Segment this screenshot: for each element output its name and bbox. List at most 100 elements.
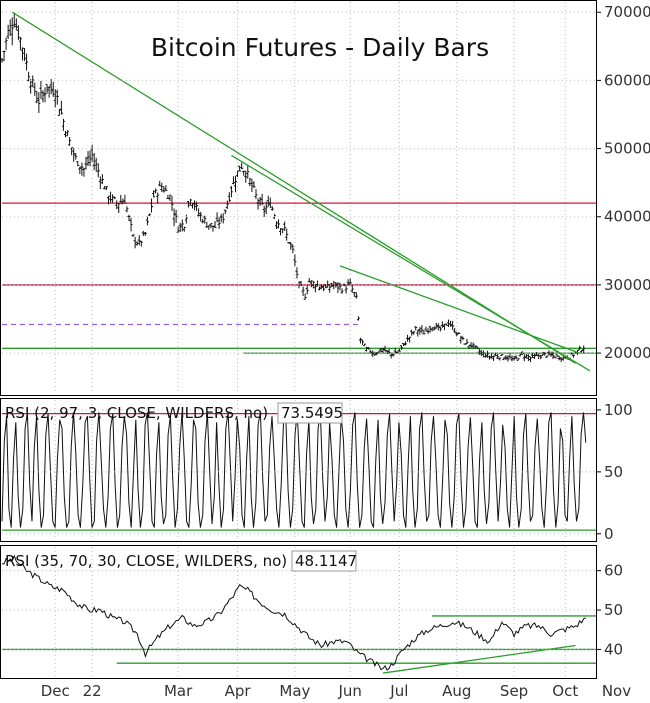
price-bar [86,151,90,166]
price-horizontal-lines [2,202,596,354]
price-bar [492,355,496,361]
price-bar [506,355,510,362]
price-bar [209,222,213,229]
price-bar [166,194,170,199]
price-bar [12,13,16,28]
price-bar [559,357,563,362]
price-bar [381,347,385,354]
price-bar [258,196,262,206]
price-bar [383,345,387,352]
price-bar [207,224,211,230]
price-bar [256,198,260,210]
price-bar [524,353,528,359]
rsi-short-value: 73.5495 [281,404,343,422]
price-bar [115,200,119,210]
x-tick-label: Mar [164,682,193,700]
price-bar [111,194,115,203]
price-bar [379,348,383,353]
price-bar [313,284,317,293]
price-bar [260,193,264,206]
price-bar [84,156,88,170]
y-tick-label: 60000 [604,71,650,89]
x-tick-label: Dec [41,682,70,700]
price-bar [78,166,82,174]
price-bar [29,78,33,94]
price-bar [528,356,532,363]
price-bar [483,353,487,358]
price-bar [68,136,72,146]
price-bar [387,348,391,354]
price-bar [39,81,43,99]
price-bar [197,208,201,218]
rsi-short-value-box [277,402,343,424]
x-tick-label: Nov [602,682,631,700]
price-bar [123,194,127,204]
price-bar [543,352,547,356]
price-bar [45,84,49,94]
price-bar [285,228,289,241]
price-bar [74,153,78,160]
price-bar [555,354,559,358]
price-bar [303,293,307,300]
price-bar [320,284,324,290]
price-bar [63,130,67,138]
price-bar [293,254,297,266]
price-bar [412,331,416,335]
price-bar [147,213,151,216]
price-bar [461,336,465,341]
price-bars [0,13,586,363]
price-bar [55,89,59,105]
price-panel-frame [0,0,597,396]
price-bar [188,198,192,206]
price-bar [449,320,453,327]
price-bar [291,244,295,254]
price-bar [436,323,440,331]
price-bar [154,188,158,194]
price-bar [578,345,582,350]
price-bar [129,217,133,232]
y-tick-label: 40000 [604,208,650,226]
price-trendlines [11,11,591,372]
price-bar [582,345,586,353]
price-bar [406,334,410,342]
price-bar [229,185,233,198]
price-bar [533,353,537,359]
price-bar [516,358,520,361]
price-bar [408,336,412,343]
price-bar [410,329,414,336]
price-bar [289,242,293,250]
price-bar [356,316,360,321]
price-bar [234,175,238,193]
y-tick-label: 30000 [604,276,650,294]
price-bar [451,320,455,330]
price-bar [117,203,121,214]
price-bar [418,327,422,335]
price-bar [336,282,340,293]
price-bar [174,209,178,223]
price-bar [334,282,338,288]
price-bar [358,337,362,344]
price-bar [37,92,41,113]
price-bar [391,354,395,357]
price-bar [422,329,426,335]
price-bar [328,284,332,293]
price-bar [264,201,268,215]
price-bar [201,218,205,224]
price-bar [455,331,459,337]
price-bar [420,325,424,334]
rsi-short-label: RSI (2, 97, 3, CLOSE, WILDERS, no) [5,404,268,422]
price-bar [20,47,24,61]
price-bar [10,17,14,46]
price-bar [217,217,221,229]
price-bar [283,221,287,231]
price-bar [47,86,51,98]
rsi-long-panel-frame [0,545,597,679]
price-bar [526,354,530,362]
price-bar [131,234,135,237]
price-bar [141,230,145,236]
price-bar [490,353,494,359]
price-bar [344,285,348,294]
x-axis-labels: Dec 22 Mar Apr May Jun Jul Aug Sep Oct Nov [41,682,632,700]
price-bar [354,292,358,299]
price-bar [309,280,313,288]
